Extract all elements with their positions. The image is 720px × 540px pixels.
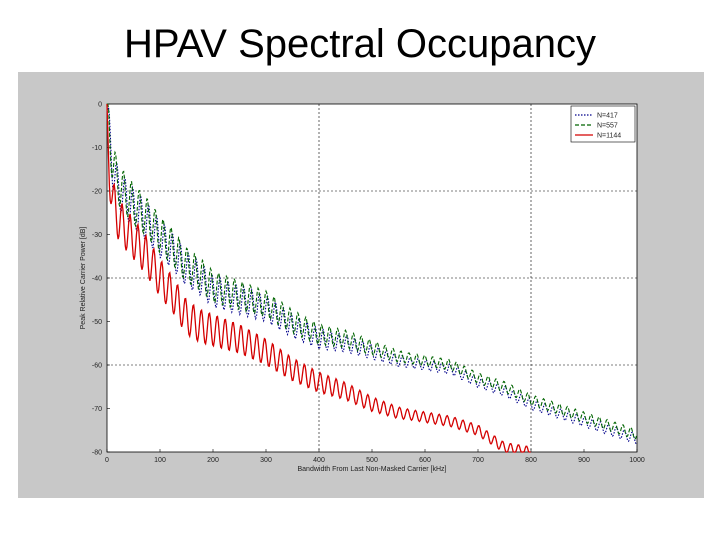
legend-entry: N=1144 — [597, 133, 621, 140]
y-tick-label: -20 — [92, 189, 102, 196]
legend-entry: N=557 — [597, 123, 618, 130]
figure-panel: 0 100 200 300 400 500 600 700 800 900 1000 0 -10 -20 -… — [18, 72, 704, 498]
series-line — [106, 107, 637, 445]
y-axis-label: Peak Relative Carrier Power [dB] — [80, 227, 87, 330]
x-tick-label: 100 — [154, 457, 166, 464]
y-tick-label: -70 — [92, 406, 102, 413]
y-tick-label: -80 — [92, 450, 102, 457]
slide-title: HPAV Spectral Occupancy — [123, 22, 597, 66]
x-tick-label: 1000 — [629, 457, 645, 464]
legend-entry: N=417 — [597, 113, 618, 120]
y-tick-label: -30 — [92, 232, 102, 239]
y-tick-label: -40 — [92, 276, 102, 283]
legend-box — [570, 105, 636, 143]
x-tick-label: 800 — [525, 457, 537, 464]
x-tick-label: 600 — [419, 457, 431, 464]
chart: 0 100 200 300 400 500 600 700 800 900 1000 0 -10 -20 -… — [80, 102, 645, 474]
x-tick-label: 300 — [260, 457, 272, 464]
x-tick-label: 900 — [578, 457, 590, 464]
x-tick-label: 700 — [472, 457, 484, 464]
x-tick-label: 0 — [105, 457, 109, 464]
x-tick-label: 500 — [366, 457, 378, 464]
y-tick-label: -10 — [92, 145, 102, 152]
x-tick-label: 200 — [207, 457, 219, 464]
x-tick-label: 400 — [313, 457, 325, 464]
x-axis-label: Bandwidth From Last Non-Masked Carrier [… — [298, 466, 447, 473]
series-line — [107, 103, 638, 440]
y-tick-label: 0 — [98, 102, 102, 109]
series-line — [106, 103, 531, 453]
y-tick-label: -50 — [92, 319, 102, 326]
y-tick-label: -60 — [92, 363, 102, 370]
